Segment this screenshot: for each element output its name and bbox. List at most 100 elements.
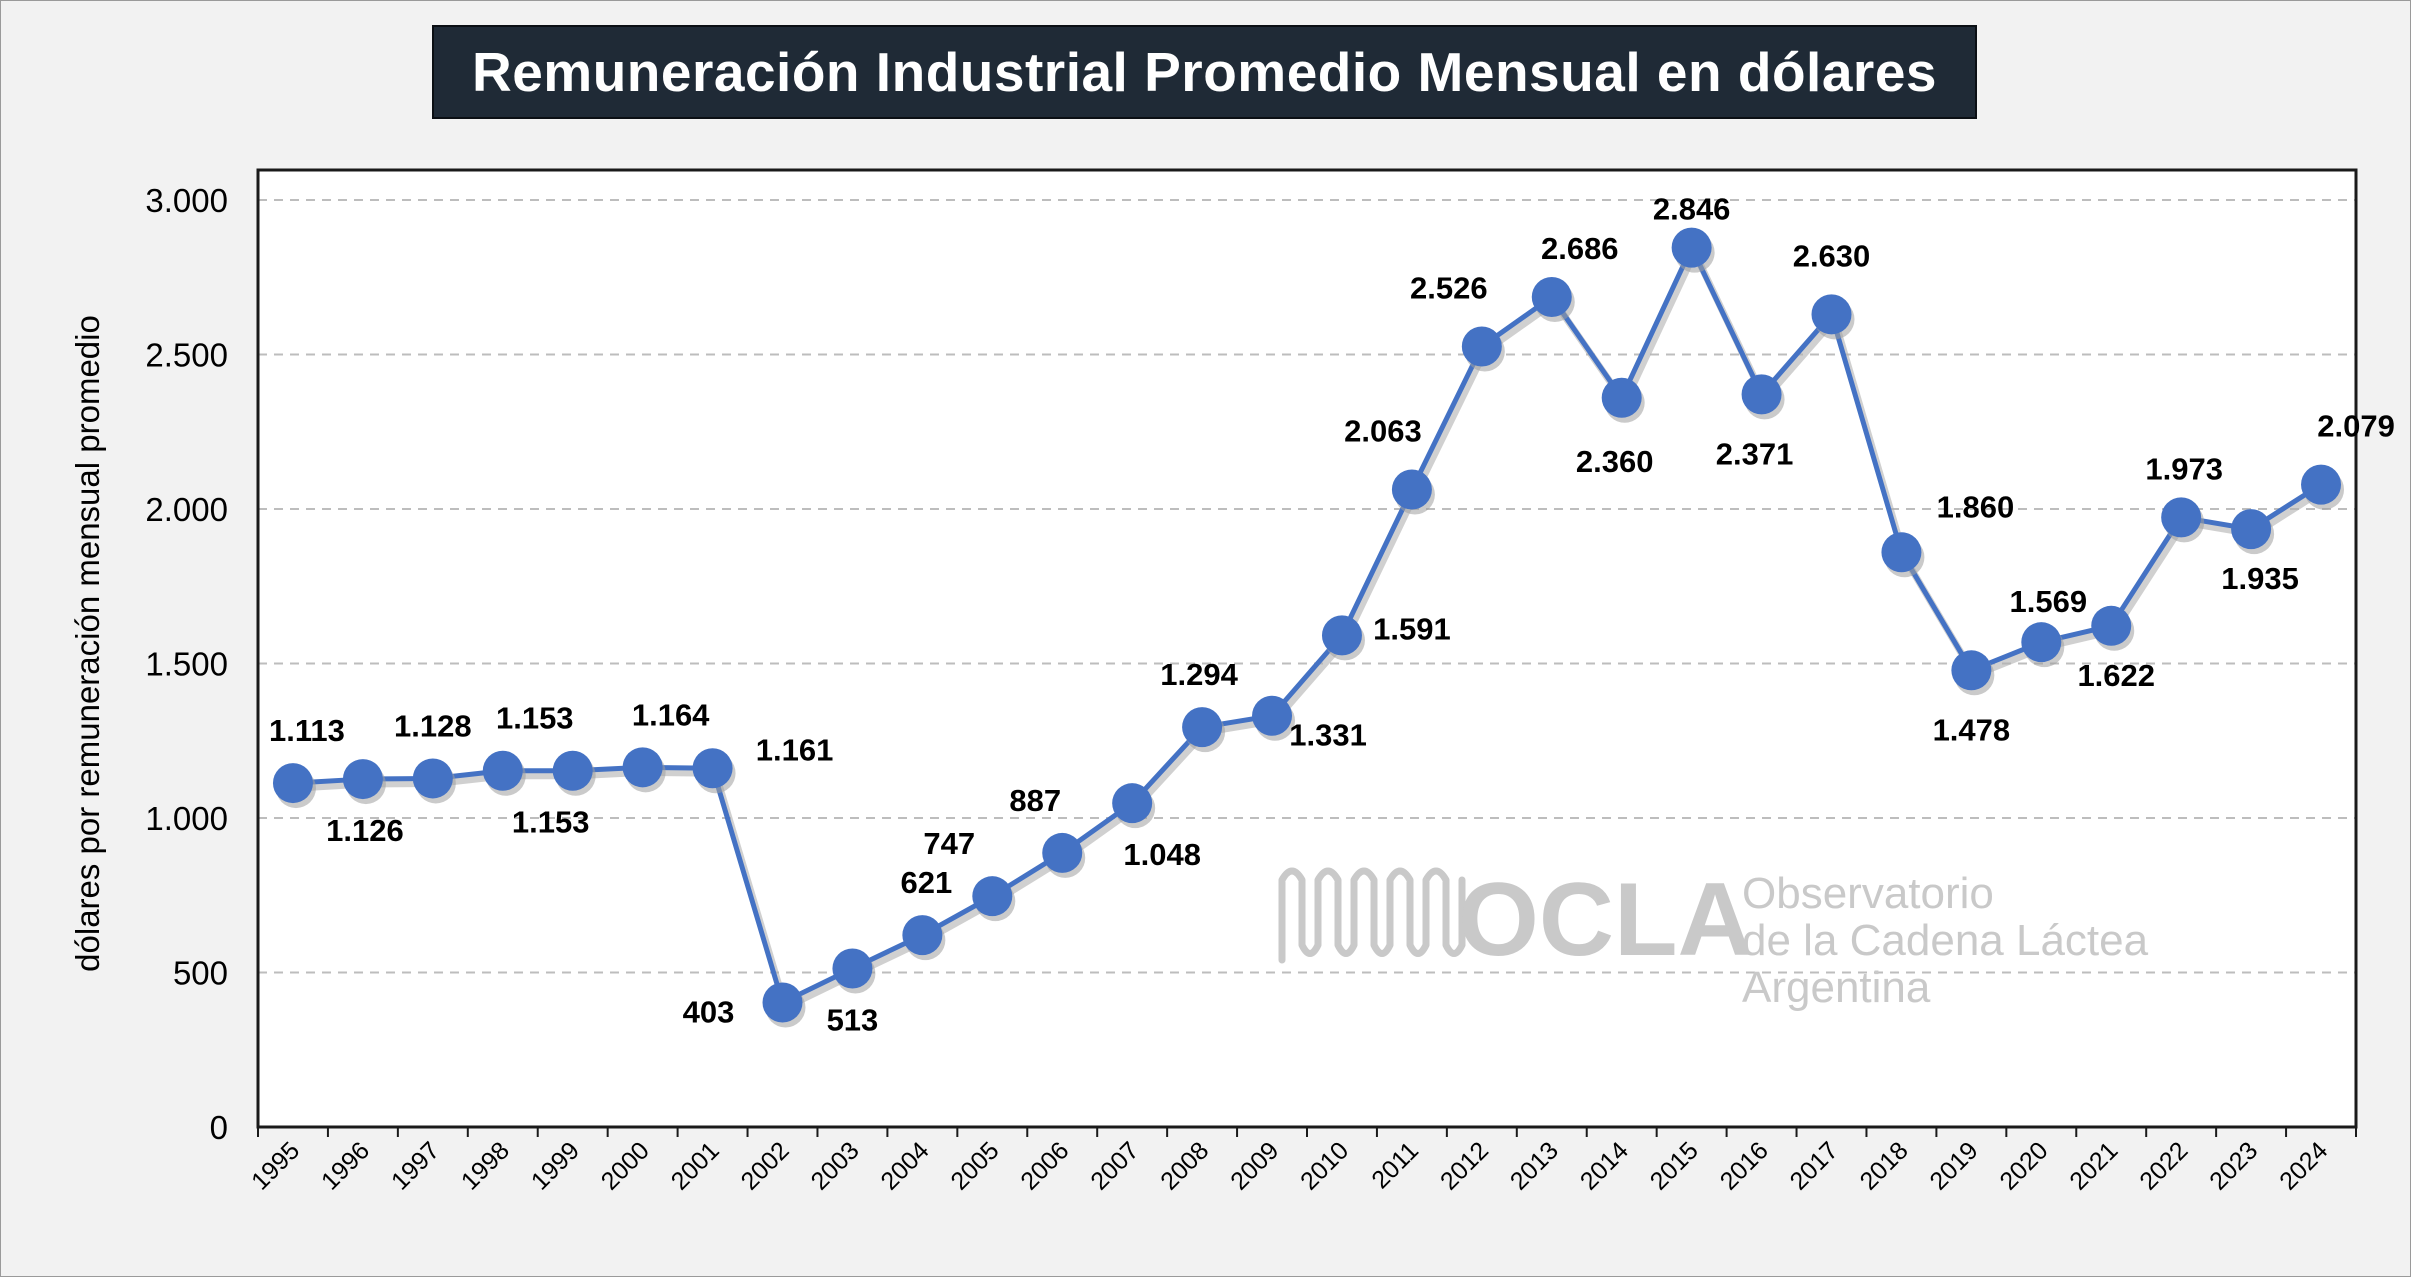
data-point — [902, 915, 943, 956]
y-tick-label: 1.500 — [145, 646, 228, 683]
watermark-line-1: Observatorio — [1742, 869, 1994, 918]
data-label: 2.079 — [2317, 409, 2395, 444]
data-label: 2.526 — [1410, 270, 1488, 305]
data-point — [1671, 227, 1712, 268]
data-label: 1.591 — [1373, 611, 1451, 646]
x-tick-label: 1998 — [456, 1136, 515, 1195]
data-point — [552, 750, 593, 791]
data-point — [1252, 695, 1293, 736]
data-point — [622, 747, 663, 788]
x-tick-label: 1997 — [386, 1136, 445, 1195]
data-label: 1.331 — [1289, 718, 1367, 753]
data-point — [2231, 509, 2272, 550]
x-tick-label: 2004 — [875, 1136, 934, 1195]
x-tick-label: 2020 — [1994, 1136, 2053, 1195]
ocla-logo-icon — [1278, 867, 1466, 964]
x-tick-label: 2023 — [2204, 1136, 2263, 1195]
data-label: 403 — [683, 994, 735, 1029]
data-point — [1811, 294, 1852, 335]
x-tick-label: 2022 — [2134, 1136, 2193, 1195]
x-tick-label: 2009 — [1225, 1136, 1284, 1195]
logo-wave — [1278, 867, 1466, 964]
data-label: 1.161 — [756, 732, 834, 767]
x-tick-label: 2013 — [1505, 1136, 1564, 1195]
data-label: 1.128 — [394, 708, 472, 743]
data-label: 2.371 — [1716, 436, 1794, 471]
chart-title: Remuneración Industrial Promedio Mensual… — [471, 41, 1937, 103]
data-label: 1.113 — [269, 713, 345, 748]
plot-background — [258, 170, 2356, 1127]
data-point — [762, 982, 803, 1023]
data-label: 621 — [900, 865, 952, 900]
x-tick-label: 2001 — [666, 1136, 725, 1195]
data-point — [482, 750, 523, 791]
data-label: 1.860 — [1937, 489, 2015, 524]
data-point — [1182, 707, 1223, 748]
data-point — [2091, 605, 2132, 646]
data-point — [692, 748, 733, 789]
data-point — [1042, 832, 1083, 873]
x-tick-label: 2015 — [1645, 1136, 1704, 1195]
data-label: 747 — [923, 826, 975, 861]
x-tick-label: 2005 — [945, 1136, 1004, 1195]
x-tick-label: 1996 — [316, 1136, 375, 1195]
x-tick-label: 2019 — [1924, 1136, 1983, 1195]
data-point — [2021, 622, 2062, 663]
y-tick-label: 1.000 — [145, 800, 228, 837]
data-label: 1.569 — [2010, 584, 2088, 619]
data-point — [2161, 497, 2202, 538]
x-tick-label: 2010 — [1295, 1136, 1354, 1195]
x-tick-label: 2007 — [1085, 1136, 1144, 1195]
data-label: 1.048 — [1123, 837, 1201, 872]
data-label: 2.846 — [1653, 192, 1731, 227]
data-label: 2.063 — [1344, 414, 1422, 449]
y-tick-label: 3.000 — [145, 182, 228, 219]
watermark-brand: OCLA — [1458, 862, 1753, 978]
data-point — [412, 758, 453, 799]
x-tick-label: 2012 — [1435, 1136, 1494, 1195]
y-tick-label: 2.000 — [145, 491, 228, 528]
x-tick-label: 2014 — [1575, 1136, 1634, 1195]
data-label: 2.630 — [1793, 238, 1871, 273]
data-point — [272, 763, 313, 804]
x-tick-label: 2017 — [1785, 1136, 1844, 1195]
y-tick-label: 500 — [173, 955, 228, 992]
data-point — [1112, 783, 1153, 824]
data-point — [972, 876, 1013, 917]
x-tick-label: 2002 — [736, 1136, 795, 1195]
data-label: 1.126 — [326, 813, 404, 848]
data-point — [1741, 374, 1782, 415]
y-tick-label: 2.500 — [145, 337, 228, 374]
x-tick-label: 2003 — [806, 1136, 865, 1195]
data-label: 2.360 — [1576, 444, 1654, 479]
watermark-line-3: Argentina — [1742, 963, 1931, 1012]
x-tick-label: 2018 — [1855, 1136, 1914, 1195]
data-label: 1.164 — [632, 697, 710, 732]
data-point — [1531, 277, 1572, 318]
data-point — [1391, 469, 1432, 510]
data-label: 513 — [827, 1002, 879, 1037]
data-label: 1.973 — [2145, 451, 2223, 486]
data-label: 1.622 — [2077, 658, 2155, 693]
data-point — [1881, 532, 1922, 573]
x-tick-label: 2016 — [1715, 1136, 1774, 1195]
ocla-watermark: OCLA Observatorio de la Cadena Láctea Ar… — [1278, 862, 2149, 1012]
data-point — [832, 948, 873, 989]
x-tick-label: 2006 — [1015, 1136, 1074, 1195]
data-point — [1951, 650, 1992, 691]
x-tick-label: 2024 — [2274, 1136, 2333, 1195]
data-label: 887 — [1009, 783, 1061, 818]
x-tick-label: 2008 — [1155, 1136, 1214, 1195]
chart-title-box: Remuneración Industrial Promedio Mensual… — [432, 25, 1977, 119]
data-point — [1321, 615, 1362, 656]
data-label: 1.478 — [1933, 712, 2011, 747]
data-point — [1601, 377, 1642, 418]
y-axis-title: dólares por remuneración mensual promedi… — [69, 315, 106, 972]
data-point — [2301, 464, 2342, 505]
x-tick-label: 1995 — [246, 1136, 305, 1195]
x-tick-label: 2021 — [2064, 1136, 2123, 1195]
x-tick-label: 1999 — [526, 1136, 585, 1195]
data-label: 1.153 — [496, 701, 574, 736]
